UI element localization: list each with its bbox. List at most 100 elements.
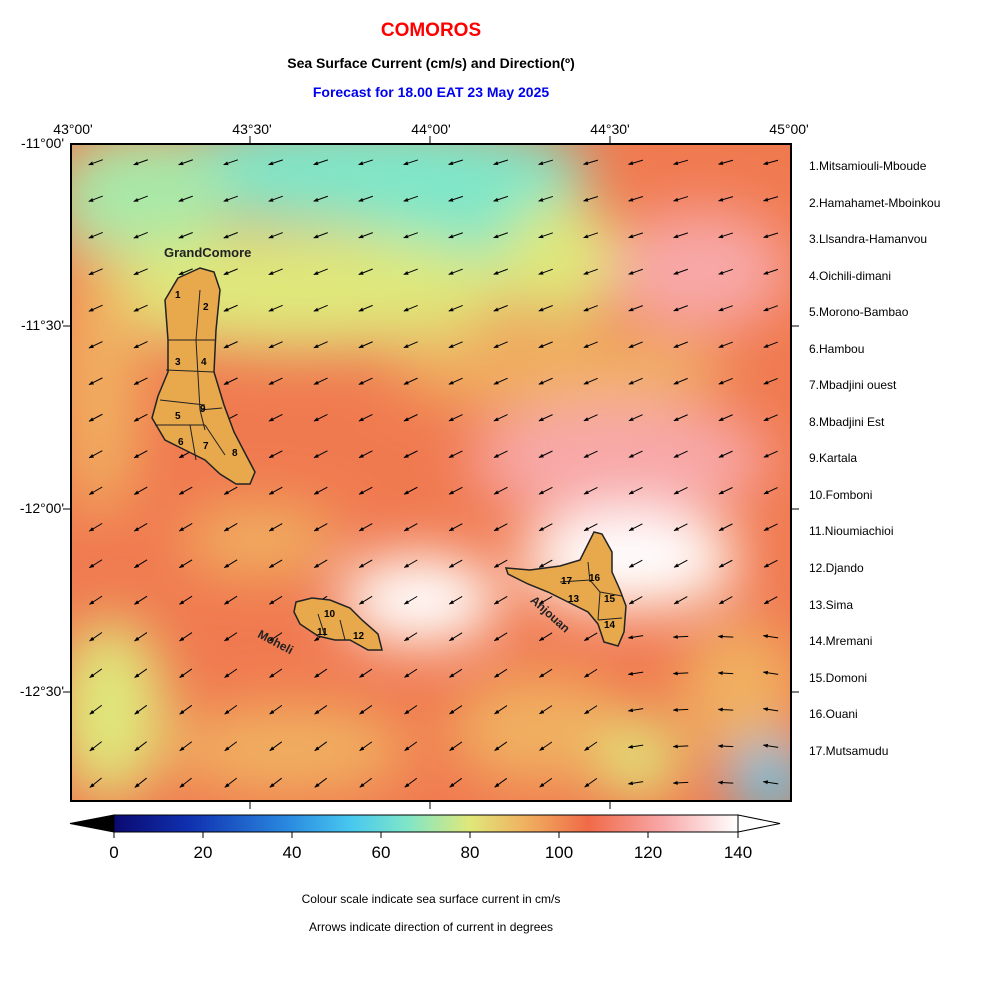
- moheli-island[interactable]: [293, 597, 383, 651]
- current-arrow: [718, 196, 734, 202]
- current-arrow: [449, 668, 463, 678]
- current-arrow: [133, 159, 148, 166]
- current-arrow: [628, 341, 643, 349]
- current-arrow: [627, 708, 644, 713]
- current-arrow: [268, 268, 283, 276]
- current-arrow: [358, 195, 373, 202]
- current-arrow: [628, 450, 643, 458]
- current-arrow: [583, 632, 598, 642]
- current-arrow: [583, 159, 599, 166]
- note-arrows: Arrows indicate direction of current in …: [308, 920, 554, 934]
- current-arrow: [494, 705, 508, 715]
- current-arrow: [584, 741, 598, 751]
- current-arrow: [178, 159, 193, 166]
- colorbar-tick-label: 120: [633, 843, 663, 862]
- current-arrow: [133, 231, 148, 239]
- current-arrow: [359, 705, 373, 715]
- current-arrow: [673, 377, 688, 385]
- current-arrow: [672, 744, 689, 749]
- current-arrow: [583, 377, 598, 385]
- current-arrow: [448, 304, 463, 312]
- current-arrow: [133, 195, 148, 202]
- current-arrow: [358, 523, 373, 532]
- current-arrow: [268, 232, 283, 239]
- current-arrow: [89, 741, 102, 752]
- current-arrow: [717, 707, 734, 712]
- lon-tick-label: 44°30': [590, 121, 630, 137]
- current-arrow: [448, 159, 464, 166]
- current-arrow: [178, 195, 193, 202]
- current-arrow: [313, 486, 328, 495]
- region-number: 13: [568, 594, 580, 605]
- current-arrow: [763, 232, 779, 239]
- current-arrow: [133, 304, 148, 312]
- current-arrow: [673, 523, 688, 532]
- current-arrow: [403, 595, 418, 605]
- current-arrow: [763, 305, 778, 312]
- current-arrow: [358, 559, 373, 568]
- current-arrow: [448, 341, 463, 349]
- lon-tick-label: 43°30': [232, 121, 272, 137]
- current-arrow: [583, 486, 598, 495]
- current-arrow: [269, 704, 283, 715]
- current-arrow: [718, 487, 733, 495]
- current-arrow: [673, 596, 688, 605]
- current-arrow: [673, 559, 688, 568]
- region-number: 10: [324, 609, 336, 620]
- colorbar-tick-label: 20: [193, 843, 213, 862]
- current-arrow: [763, 341, 778, 348]
- current-arrow: [133, 486, 148, 495]
- current-arrow: [673, 196, 689, 202]
- current-arrow: [717, 671, 734, 676]
- current-arrow: [583, 268, 598, 275]
- current-arrow: [223, 268, 238, 276]
- grand-comore-island[interactable]: [151, 267, 256, 485]
- current-arrow: [358, 414, 373, 422]
- current-arrow: [223, 159, 239, 166]
- current-arrow: [628, 414, 643, 422]
- current-arrow: [448, 523, 463, 532]
- current-arrow: [493, 596, 508, 605]
- current-arrow: [448, 559, 463, 568]
- current-arrow: [494, 777, 508, 788]
- current-arrow: [493, 377, 508, 385]
- current-arrow: [448, 377, 463, 385]
- current-arrow: [314, 741, 328, 752]
- current-arrow: [763, 450, 778, 458]
- current-arrow: [88, 377, 103, 386]
- axis-ticks: [63, 136, 799, 809]
- current-arrow: [313, 195, 328, 202]
- current-arrow: [763, 159, 779, 165]
- region-number: 11: [317, 627, 328, 638]
- current-arrow: [179, 704, 193, 715]
- current-arrow: [268, 195, 283, 202]
- current-arrow: [718, 414, 733, 422]
- current-arrow: [404, 741, 418, 752]
- region-number: 14: [604, 620, 616, 631]
- region-number: 12: [353, 631, 365, 642]
- current-arrow: [89, 704, 103, 715]
- current-arrow: [358, 232, 373, 239]
- current-arrow: [313, 232, 328, 239]
- current-arrow: [538, 486, 553, 495]
- current-arrow: [583, 668, 598, 678]
- current-arrow: [133, 413, 148, 422]
- current-arrow: [493, 559, 508, 568]
- current-arrow: [538, 414, 553, 422]
- lon-tick-label: 45°00': [769, 121, 809, 137]
- current-arrow: [269, 632, 283, 642]
- current-arrow: [268, 304, 283, 312]
- anjouan-island[interactable]: [504, 531, 627, 647]
- current-arrow: [493, 232, 508, 239]
- region-number: 3: [175, 357, 181, 368]
- current-arrow: [717, 744, 734, 749]
- current-arrow: [763, 414, 778, 422]
- current-arrow: [358, 595, 373, 605]
- current-arrow: [538, 159, 554, 166]
- current-arrow: [268, 559, 283, 569]
- current-arrow: [762, 780, 779, 785]
- current-arrow: [493, 523, 508, 532]
- legend-item: 17.Mutsamudu: [809, 744, 889, 758]
- legend-item: 11.Nioumiachioi: [809, 524, 894, 538]
- current-arrow: [269, 741, 283, 752]
